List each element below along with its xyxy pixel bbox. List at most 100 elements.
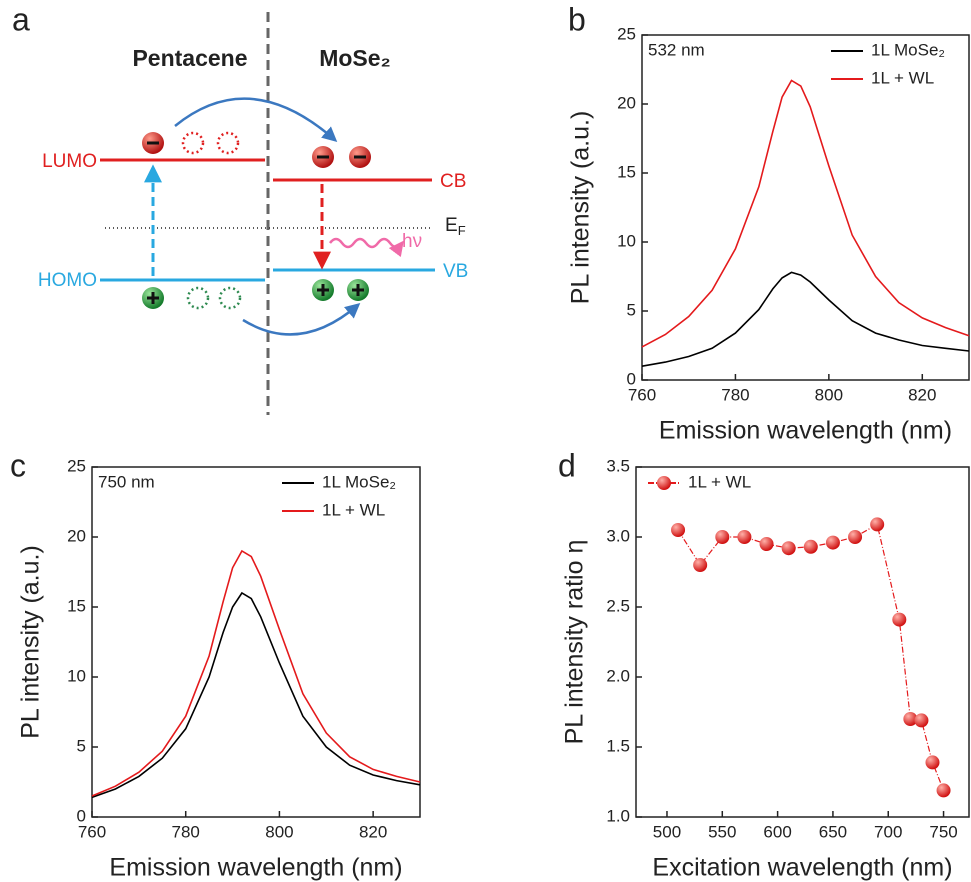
right-title: MoSe₂ — [319, 45, 391, 71]
annotation: 532 nm — [648, 40, 705, 59]
y-tick-label: 10 — [617, 231, 636, 250]
annotation: 750 nm — [98, 472, 155, 491]
data-point — [715, 530, 730, 544]
data-point — [781, 541, 796, 556]
legend-label: 1L + WL — [688, 472, 751, 491]
empty-hole — [218, 286, 242, 310]
x-axis-label: Excitation wavelength (nm) — [652, 854, 952, 882]
data-point — [671, 523, 686, 537]
homo-label: HOMO — [38, 270, 97, 291]
series-line — [641, 79, 970, 348]
legend-label: 1L + WL — [322, 500, 385, 519]
data-point — [936, 783, 951, 798]
plot-frame — [635, 466, 970, 818]
lumo-label: LUMO — [42, 151, 97, 172]
hole-transfer-arrow — [242, 303, 361, 336]
y-tick-label: 20 — [617, 93, 636, 112]
series-line — [641, 271, 970, 367]
y-tick-label: 3.0 — [606, 526, 630, 545]
y-axis-label: PL intensity (a.u.) — [17, 545, 45, 739]
panel-label: b — [568, 1, 586, 37]
electron-transfer-arrow — [174, 97, 338, 142]
chart-panel: c 760 780 800 820 0 5 10 15 20 25 Emission waveleng… — [10, 447, 421, 882]
x-tick-label: 760 — [78, 822, 106, 841]
empty-hole — [186, 286, 210, 310]
y-tick-label: 25 — [617, 24, 636, 43]
series-line — [91, 591, 421, 799]
x-tick-label: 700 — [874, 822, 902, 841]
plus — [317, 284, 329, 296]
plot-frame — [641, 34, 970, 381]
chart-panel: d 500 550 600 650 700 750 1.0 1.5 2.0 2.5 3.0 3.5 Exc… — [558, 447, 970, 882]
y-tick-label: 25 — [67, 456, 86, 475]
holes — [142, 279, 369, 310]
x-tick-label: 600 — [763, 822, 791, 841]
vb-label: VB — [443, 261, 468, 282]
x-tick-label: 760 — [628, 385, 656, 404]
data-point — [925, 755, 940, 770]
data-point — [737, 530, 752, 544]
panel-a: a Pentacene MoSe₂ LUMO CB EF HOMO VB hν — [12, 1, 468, 415]
data-point — [892, 612, 907, 627]
y-tick-label: 20 — [67, 526, 86, 545]
series-line — [677, 523, 945, 791]
x-axis-label: Emission wavelength (nm) — [659, 417, 952, 445]
photon-wave — [329, 237, 404, 258]
data-point — [903, 712, 918, 726]
y-tick-label: 15 — [617, 162, 636, 181]
x-tick-label: 550 — [708, 822, 736, 841]
plus — [352, 284, 364, 296]
y-tick-label: 3.5 — [606, 456, 630, 475]
y-tick-label: 1.0 — [606, 806, 630, 825]
y-tick-label: 1.5 — [606, 736, 630, 755]
x-tick-label: 780 — [721, 385, 749, 404]
cb-label: CB — [440, 171, 466, 192]
y-tick-label: 2.5 — [606, 596, 630, 615]
panel-label: c — [10, 447, 26, 483]
fermi-subscript: F — [458, 223, 466, 238]
x-tick-label: 820 — [908, 385, 936, 404]
plot-frame — [91, 466, 421, 818]
series-line — [91, 549, 421, 797]
data-point — [825, 535, 840, 550]
legend-label: 1L + WL — [871, 68, 934, 87]
y-tick-label: 0 — [77, 806, 86, 825]
data-point — [759, 537, 774, 551]
y-axis-label: PL intensity ratio η — [561, 540, 589, 745]
panel-label: d — [558, 447, 576, 483]
data-point — [803, 539, 818, 554]
chart-panel: b 760 780 800 820 0 5 10 15 20 25 Emission waveleng… — [567, 1, 970, 445]
y-axis-label: PL intensity (a.u.) — [567, 111, 595, 305]
x-tick-label: 750 — [929, 822, 957, 841]
y-tick-label: 10 — [67, 666, 86, 685]
x-tick-label: 800 — [265, 822, 293, 841]
photon-label: hν — [402, 231, 422, 252]
data-point — [914, 713, 929, 728]
x-tick-label: 820 — [359, 822, 387, 841]
legend-marker — [657, 476, 671, 490]
y-tick-label: 5 — [77, 736, 86, 755]
legend-label: 1L MoSe₂ — [871, 40, 945, 59]
electrons — [142, 131, 371, 168]
empty-electron — [181, 131, 205, 155]
x-axis-label: Emission wavelength (nm) — [109, 854, 402, 882]
x-tick-label: 500 — [653, 822, 681, 841]
left-title: Pentacene — [132, 45, 247, 71]
y-tick-label: 5 — [627, 300, 636, 319]
data-point — [693, 558, 708, 572]
x-tick-label: 650 — [819, 822, 847, 841]
x-tick-label: 780 — [172, 822, 200, 841]
empty-electron — [216, 131, 240, 155]
y-tick-label: 15 — [67, 596, 86, 615]
data-point — [848, 530, 863, 544]
data-point — [870, 517, 885, 532]
panel-label: a — [12, 1, 30, 37]
plus — [147, 292, 159, 304]
y-tick-label: 2.0 — [606, 666, 630, 685]
x-tick-label: 800 — [815, 385, 843, 404]
legend-label: 1L MoSe₂ — [322, 472, 396, 491]
fermi-label: EF — [445, 215, 466, 238]
y-tick-label: 0 — [627, 369, 636, 388]
fermi-symbol: E — [445, 215, 458, 236]
